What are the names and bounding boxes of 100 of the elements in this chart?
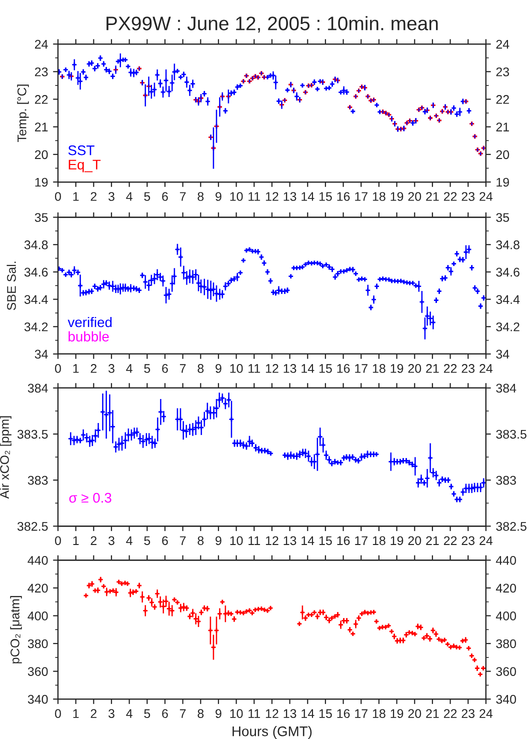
y2-tick-label: 400 <box>496 612 516 620</box>
x-tick-label: 13 <box>284 364 296 373</box>
x-tick-label: 23 <box>462 192 475 201</box>
x-tick-label: 2 <box>90 364 96 373</box>
x-tick-label: 14 <box>302 364 314 373</box>
y-tick-label: 34.6 <box>24 268 48 277</box>
x-tick-label: 13 <box>284 192 296 201</box>
x-tick-label: 12 <box>266 364 278 373</box>
x-tick-label: 15 <box>319 536 332 546</box>
x-tick-label: 11 <box>248 536 260 545</box>
x-tick-label: 21 <box>426 536 439 545</box>
x-tick-label: 0 <box>54 192 61 201</box>
x-tick-label: 21 <box>426 192 439 201</box>
y-tick-label: 420 <box>28 584 48 593</box>
y-tick-label: 24 <box>34 40 48 49</box>
legend-label: σ ≥ 0.3 <box>69 492 112 503</box>
x-tick-label: 5 <box>144 709 150 718</box>
x-tick-label: 8 <box>198 536 204 546</box>
x-tick-label: 9 <box>216 192 222 201</box>
x-tick-label: 21 <box>426 709 439 718</box>
y2-tick-label: 360 <box>496 667 516 676</box>
x-tick-label: 3 <box>108 536 114 546</box>
x-tick-label: 0 <box>54 709 61 718</box>
y2-tick-label: 34.6 <box>496 268 520 277</box>
x-tick-label: 12 <box>266 709 278 718</box>
y-axis-title: SBE Sal. <box>6 262 16 310</box>
y2-tick-label: 420 <box>496 584 516 593</box>
x-tick-label: 17 <box>355 709 368 718</box>
x-tick-label: 1 <box>73 364 79 373</box>
y-tick-label: 384 <box>28 384 48 393</box>
x-tick-label: 7 <box>180 709 186 718</box>
x-tick-label: 17 <box>355 536 368 545</box>
y2-tick-label: 34 <box>496 350 510 359</box>
x-tick-label: 1 <box>73 536 79 545</box>
y2-tick-label: 383 <box>496 476 516 485</box>
text: Eq_T <box>68 160 101 172</box>
x-tick-label: 22 <box>444 364 457 373</box>
legend-label: bubble <box>68 331 109 342</box>
x-tick-label: 1 <box>73 709 79 718</box>
x-tick-label: 11 <box>248 364 260 373</box>
x-tick-label: 10 <box>230 536 243 546</box>
x-tick-label: 20 <box>408 192 422 201</box>
chart-title: PX99W : June 12, 2005 : 10min. mean <box>106 16 438 33</box>
y-tick-label: 440 <box>28 556 48 565</box>
x-tick-label: 23 <box>462 709 475 718</box>
x-tick-label: 12 <box>266 536 278 545</box>
y2-tick-label: 34.2 <box>496 322 520 332</box>
x-tick-label: 17 <box>355 364 368 373</box>
x-tick-label: 10 <box>230 192 243 201</box>
y2-tick-label: 382.5 <box>496 522 526 531</box>
x-tick-label: 10 <box>230 709 243 718</box>
x-tick-label: 6 <box>162 709 168 718</box>
x-tick-label: 7 <box>180 192 186 201</box>
x-tick-label: 8 <box>198 364 204 373</box>
x-tick-label: 19 <box>390 536 404 546</box>
x-tick-label: 2 <box>90 536 96 545</box>
x-tick-label: 22 <box>444 192 457 201</box>
x-tick-label: 7 <box>180 536 186 545</box>
x-tick-label: 16 <box>337 536 350 546</box>
y2-tick-label: 22 <box>496 95 509 104</box>
x-tick-label: 6 <box>162 192 168 201</box>
x-tick-label: 4 <box>126 709 132 718</box>
x-tick-label: 3 <box>108 709 114 718</box>
x-tick-label: 11 <box>248 192 260 201</box>
x-tick-label: 24 <box>480 192 493 201</box>
x-tick-label: 18 <box>372 192 386 201</box>
x-tick-label: 3 <box>108 364 114 373</box>
y-tick-label: 22 <box>34 95 48 104</box>
x-tick-label: 3 <box>108 192 114 201</box>
x-tick-label: 8 <box>198 709 204 718</box>
x-tick-label: 24 <box>480 364 493 373</box>
x-tick-label: 13 <box>284 709 296 718</box>
y-tick-label: 20 <box>34 150 48 160</box>
y-tick-label: 35 <box>34 213 48 222</box>
y2-tick-label: 34.8 <box>496 240 520 250</box>
y2-tick-label: 383.5 <box>496 430 526 439</box>
x-tick-label: 24 <box>480 709 493 718</box>
x-tick-label: 5 <box>144 364 150 373</box>
y-axis-title: pCO₂ [μatm] <box>10 596 22 664</box>
x-tick-label: 0 <box>54 364 61 373</box>
y-axis-title: Temp. [°C] <box>17 84 29 142</box>
y2-tick-label: 35 <box>496 213 510 222</box>
text: SST <box>68 145 94 156</box>
y-tick-label: 21 <box>34 122 48 132</box>
x-tick-label: 11 <box>248 709 260 718</box>
x-tick-label: 5 <box>144 192 150 201</box>
x-tick-label: 20 <box>408 709 422 718</box>
x-tick-label: 0 <box>54 536 61 546</box>
x-tick-label: 19 <box>390 709 404 718</box>
series-label: verified <box>68 316 112 328</box>
x-tick-label: 19 <box>390 364 404 373</box>
y-tick-label: 383.5 <box>17 430 48 439</box>
x-tick-label: 15 <box>319 364 332 373</box>
x-tick-label: 4 <box>126 364 132 373</box>
x-tick-label: 6 <box>162 364 168 373</box>
x-tick-label: 23 <box>462 364 475 373</box>
x-tick-label: 12 <box>266 192 278 201</box>
x-tick-label: 14 <box>302 536 314 545</box>
y2-tick-label: 24 <box>496 40 510 49</box>
x-tick-label: 5 <box>144 536 150 546</box>
